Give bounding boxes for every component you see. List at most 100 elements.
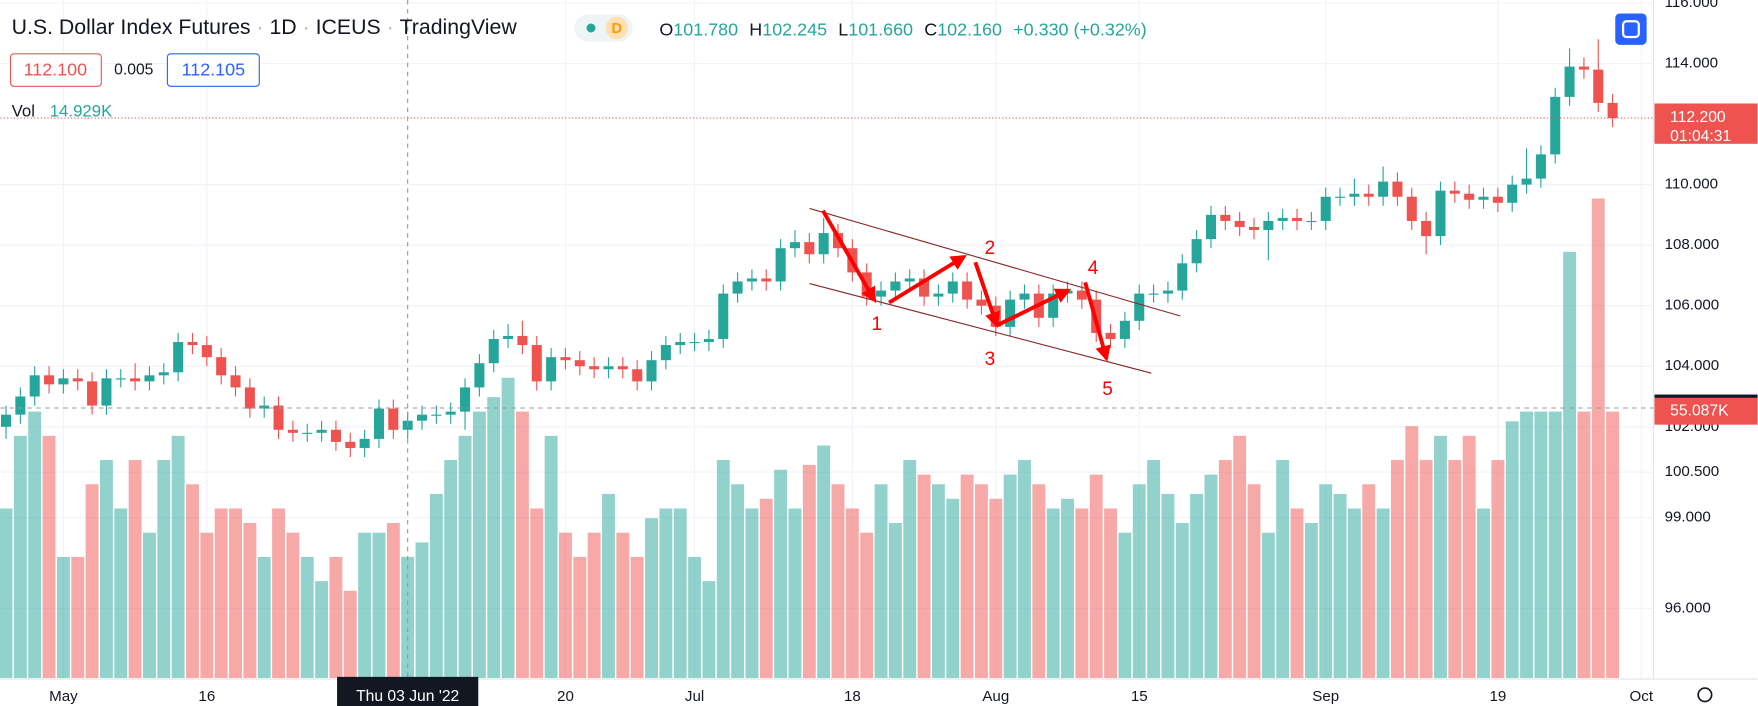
candle-body <box>560 357 571 361</box>
candle-body <box>775 248 786 282</box>
volume-bar <box>630 556 644 678</box>
volume-bar <box>1290 508 1304 678</box>
volume-bar <box>0 508 13 678</box>
volume-bar <box>501 377 515 678</box>
volume-bar <box>386 523 400 678</box>
volume-bar <box>243 523 257 678</box>
candle-body <box>689 342 700 344</box>
x-tick-label: Oct <box>1630 688 1654 705</box>
last-volume-badge <box>1654 397 1758 425</box>
volume-bar <box>1003 474 1017 678</box>
volume-bar <box>1505 421 1519 678</box>
last-price-badge <box>1654 103 1758 144</box>
last-price-label: 112.200 <box>1670 109 1726 126</box>
volume-bar <box>487 397 501 678</box>
candle-body <box>187 342 198 346</box>
volume-bar <box>42 435 56 678</box>
ask-box[interactable] <box>166 53 260 87</box>
volume-bar <box>1104 508 1118 678</box>
y-tick-label: 114.000 <box>1665 55 1719 72</box>
y-tick-label: 104.000 <box>1665 357 1720 374</box>
ohlc-key: O <box>659 19 673 39</box>
candle-body <box>101 378 112 406</box>
candle-body <box>302 432 313 434</box>
candle-body <box>1148 293 1159 295</box>
bid-box[interactable] <box>9 53 102 87</box>
candle-body <box>890 281 901 291</box>
arrow <box>973 261 1001 328</box>
volume-bar <box>186 484 199 678</box>
candle-body <box>273 405 284 430</box>
candle-body <box>732 281 743 294</box>
fullscreen-icon <box>1621 20 1640 39</box>
symbol: U.S. Dollar Index Futures <box>12 15 251 39</box>
y-tick-label: 110.000 <box>1665 176 1719 193</box>
volume-bar <box>472 411 486 678</box>
candle-body <box>1478 196 1489 200</box>
volume-bar <box>573 556 587 678</box>
volume-bar <box>874 484 888 678</box>
candle-body <box>345 441 356 448</box>
candle-body <box>1048 293 1059 318</box>
volume-bar <box>143 532 156 678</box>
wave-label: 2 <box>985 238 996 259</box>
candle-body <box>158 372 169 376</box>
crosshair-date-badge <box>337 676 479 706</box>
candle-body <box>1435 190 1446 237</box>
settings-icon[interactable] <box>1697 687 1713 703</box>
volume-bar <box>1606 411 1620 678</box>
ohlc-value: 101.660 <box>848 19 913 39</box>
volume-bar <box>1132 484 1146 678</box>
volume-bar <box>716 460 730 678</box>
y-tick-label: 116.000 <box>1665 0 1719 11</box>
bid: 112.100 <box>24 59 87 79</box>
candle-body <box>1363 193 1374 197</box>
candle-body <box>1335 196 1346 198</box>
volume-bar <box>85 484 99 678</box>
candle-body <box>531 345 542 382</box>
candle-body <box>904 278 915 282</box>
candle-body <box>660 345 671 361</box>
volume-bar <box>1405 426 1419 678</box>
volume-bar <box>1304 523 1318 678</box>
candle-body <box>1378 181 1389 197</box>
volume-bar <box>1175 523 1189 678</box>
volume-bar <box>257 556 271 678</box>
candle-body <box>1205 214 1216 240</box>
candle-body <box>1306 220 1317 223</box>
header: U.S. Dollar Index Futures · 1D · ICEUS ·… <box>9 13 1713 703</box>
volume-bar <box>702 581 716 678</box>
volume-bar <box>731 484 745 678</box>
candle-body <box>1162 290 1173 294</box>
volume-bar <box>56 556 70 678</box>
wave-label: 5 <box>1102 379 1113 400</box>
candle-body <box>87 381 98 406</box>
fullscreen-button[interactable] <box>1615 13 1647 45</box>
ohlc: O101.780 H102.245 L101.660 C102.160 +0.330 (… <box>659 19 1146 39</box>
volume-bar <box>515 411 529 678</box>
status-dot <box>586 23 596 33</box>
volume-bar <box>1563 251 1577 678</box>
candle-body <box>0 414 12 427</box>
volume-bar <box>530 508 544 678</box>
volume-bar <box>71 556 85 678</box>
candle-body <box>546 357 557 382</box>
volume-bar <box>860 532 874 678</box>
candle-body <box>1119 320 1130 339</box>
y-tick-label: 106.000 <box>1665 297 1720 314</box>
candle-body <box>359 438 370 448</box>
candle-body <box>1507 184 1518 203</box>
volume-bar <box>1534 411 1548 678</box>
volume-bar <box>831 484 845 678</box>
volume-bar <box>1520 411 1534 678</box>
candle-body <box>201 345 212 358</box>
x-tick-label: 20 <box>557 688 574 705</box>
candle-body <box>416 414 428 421</box>
volume-bar <box>1448 460 1462 678</box>
volume-bar <box>1591 198 1605 678</box>
candle-body <box>703 338 714 343</box>
spread: 0.005 <box>114 62 154 79</box>
